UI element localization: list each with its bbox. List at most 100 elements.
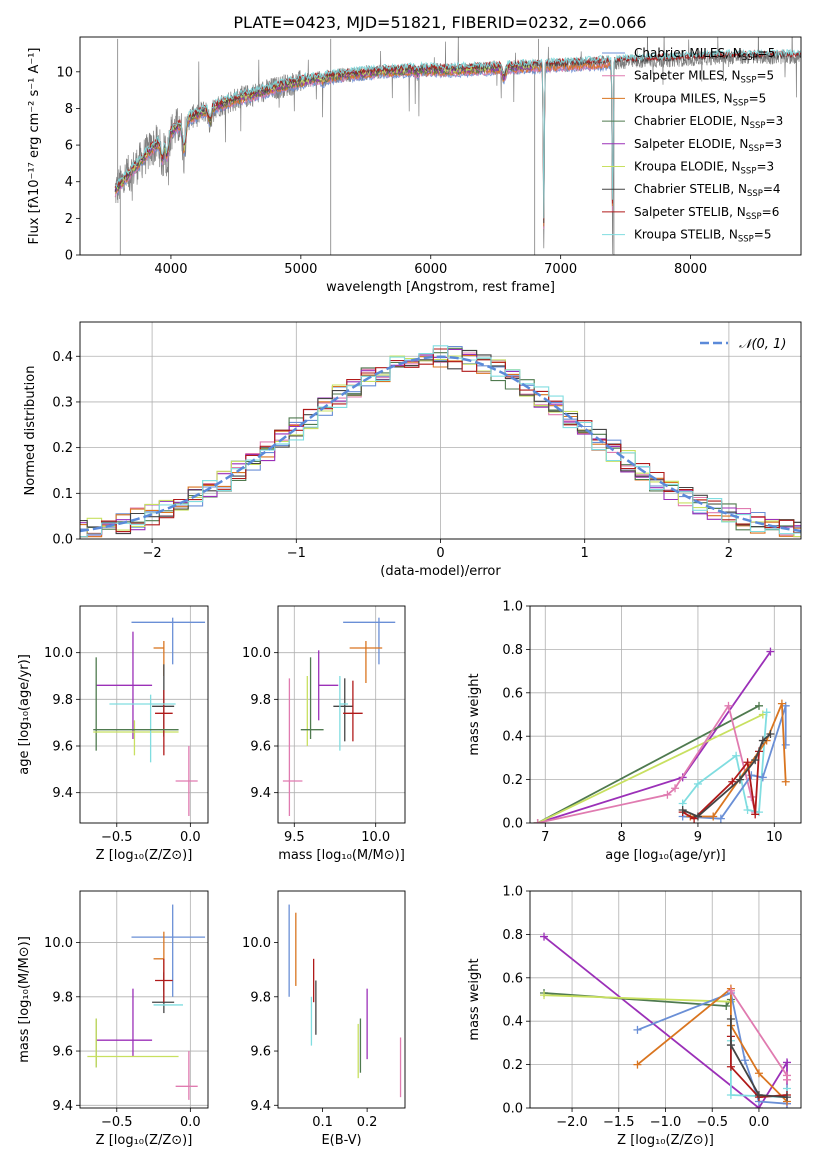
y-tick-label: 0.2 — [502, 1058, 523, 1073]
x-tick-label: 0.2 — [357, 1115, 378, 1130]
panel-weight-Z: −2.0 −1.5 −1.0 −0.5 0.0 0.0 0.2 0.4 0.6 0.8 1.0 Z [… — [467, 885, 802, 1148]
x-tick-label: 0.1 — [312, 1115, 333, 1130]
errorbar-point — [155, 690, 173, 756]
errorbar-point — [131, 617, 206, 665]
y-axis-label: mass weight — [467, 958, 482, 1040]
errorbar-point — [109, 694, 176, 763]
series-marker — [751, 810, 760, 819]
axes-frame — [529, 605, 802, 824]
series-marker — [766, 647, 775, 656]
series-marker — [709, 812, 718, 821]
y-axis-label: mass weight — [467, 673, 482, 755]
series-salpeter-elodie — [533, 647, 775, 823]
y-tick-label: 0.1 — [52, 487, 73, 502]
model-line-salpeter-miles — [114, 62, 613, 230]
x-axis-label: mass [log₁₀(M/M⊙)] — [278, 848, 405, 863]
legend-entry: Kroupa MILES, NSSP=5 — [634, 91, 766, 108]
gaussian-curve — [80, 355, 801, 533]
axes-frame — [79, 321, 802, 540]
plot-area — [540, 932, 791, 1108]
x-tick-label: 0.0 — [180, 830, 201, 845]
series-line — [537, 705, 760, 823]
x-tick-label: 10.0 — [361, 830, 390, 845]
y-tick-label: 0.4 — [52, 350, 73, 365]
series-chabrier-elodie — [540, 988, 735, 1011]
histogram-kroupa-elodie — [80, 355, 801, 538]
histogram-kroupa-stelib — [80, 345, 801, 538]
y-tick-label: 0.8 — [502, 928, 523, 943]
errorbar-point — [349, 641, 383, 683]
plot-area — [114, 37, 801, 255]
y-tick-label: 10.0 — [242, 646, 271, 661]
series-kroupa-stelib — [678, 708, 771, 817]
series-marker — [743, 758, 752, 767]
errorbar-point — [96, 631, 153, 739]
series-marker — [726, 1062, 735, 1071]
y-tick-label: 9.8 — [52, 990, 73, 1005]
series-line — [537, 703, 757, 823]
y-axis-label: age [log₁₀(age/yr)] — [17, 654, 32, 775]
series-marker — [633, 1025, 642, 1034]
figure-title: PLATE=0423, MJD=51821, FIBERID=0232, z=0… — [233, 13, 646, 32]
axes-frame — [79, 890, 209, 1109]
x-tick-label: 8 — [617, 830, 625, 845]
x-tick-label: 10 — [766, 830, 783, 845]
y-tick-label: 0.6 — [502, 686, 523, 701]
panel-mass-Z: −0.5 0.0 9.4 9.6 9.8 10.0 Z [log₁₀(Z/Z⊙)] mass … — [17, 890, 209, 1148]
panel-age-Z: −0.5 0.0 9.4 9.6 9.8 10.0 Z [log₁₀(Z/Z⊙)] age [… — [17, 605, 209, 863]
errorbar-point — [318, 650, 339, 721]
series-marker — [540, 932, 549, 941]
series-marker — [633, 1060, 642, 1069]
plot-area — [282, 617, 396, 816]
x-tick-label: 1 — [581, 546, 589, 561]
y-tick-label: 0 — [65, 249, 73, 264]
y-tick-label: 0.4 — [502, 1015, 523, 1030]
axes-frame — [529, 890, 802, 1109]
series-marker — [726, 1041, 735, 1050]
plot-area — [288, 904, 402, 1098]
model-line-chabrier-miles — [114, 64, 613, 228]
errorbar-point — [343, 617, 396, 665]
x-tick-label: 5000 — [284, 262, 317, 277]
y-tick-label: 10.0 — [44, 646, 73, 661]
axes-frame — [277, 605, 406, 824]
plot-area — [80, 345, 801, 538]
series-marker — [755, 701, 764, 710]
x-tick-label: 2 — [725, 546, 733, 561]
series-line — [730, 1019, 788, 1099]
errorbar-point — [153, 931, 165, 992]
series-marker — [735, 775, 744, 784]
y-axis-label: Flux [fλ10⁻¹⁷ erg cm⁻² s⁻¹ A⁻¹] — [27, 48, 42, 245]
series-salpeter-miles — [726, 986, 791, 1084]
y-tick-label: 8 — [65, 102, 73, 117]
x-tick-label: 4000 — [154, 262, 187, 277]
spectrum-legend: Chabrier MILES, NSSP=5 Salpeter MILES, NS… — [602, 46, 783, 245]
x-tick-label: −2.0 — [556, 1115, 588, 1130]
x-tick-label: −0.5 — [101, 830, 133, 845]
series-marker — [693, 812, 702, 821]
x-tick-label: 0 — [436, 546, 444, 561]
x-tick-label: 7 — [541, 830, 549, 845]
legend-entry: Chabrier ELODIE, NSSP=3 — [634, 114, 783, 131]
y-tick-label: 0.8 — [502, 643, 523, 658]
series-marker — [726, 1090, 735, 1099]
plot-area — [87, 904, 206, 1100]
series-line — [681, 712, 768, 814]
x-axis-label: Z [log₁₀(Z/Z⊙)] — [96, 1133, 193, 1148]
x-tick-label: 7000 — [544, 262, 577, 277]
series-marker — [693, 779, 702, 788]
series-marker — [540, 991, 549, 1000]
y-tick-label: 6 — [65, 139, 73, 154]
legend-entry: Kroupa ELODIE, NSSP=3 — [634, 160, 774, 177]
errorbar-point — [155, 958, 173, 1003]
y-tick-label: 9.4 — [52, 1099, 73, 1114]
errorbar-point — [152, 664, 175, 737]
y-tick-label: 9.8 — [250, 990, 271, 1005]
panel-weight-age: 7 8 9 10 0.0 0.2 0.4 0.6 0.8 1.0 age [log₁₀(age/yr… — [467, 600, 802, 863]
panel-mass-EBV: 0.1 0.2 9.4 9.6 9.8 10.0 E(B-V) — [242, 890, 406, 1148]
x-axis-label: age [log₁₀(age/yr)] — [605, 848, 726, 863]
errorbar-point — [131, 904, 206, 997]
y-tick-label: 10.0 — [242, 936, 271, 951]
axes-frame — [277, 890, 406, 1109]
